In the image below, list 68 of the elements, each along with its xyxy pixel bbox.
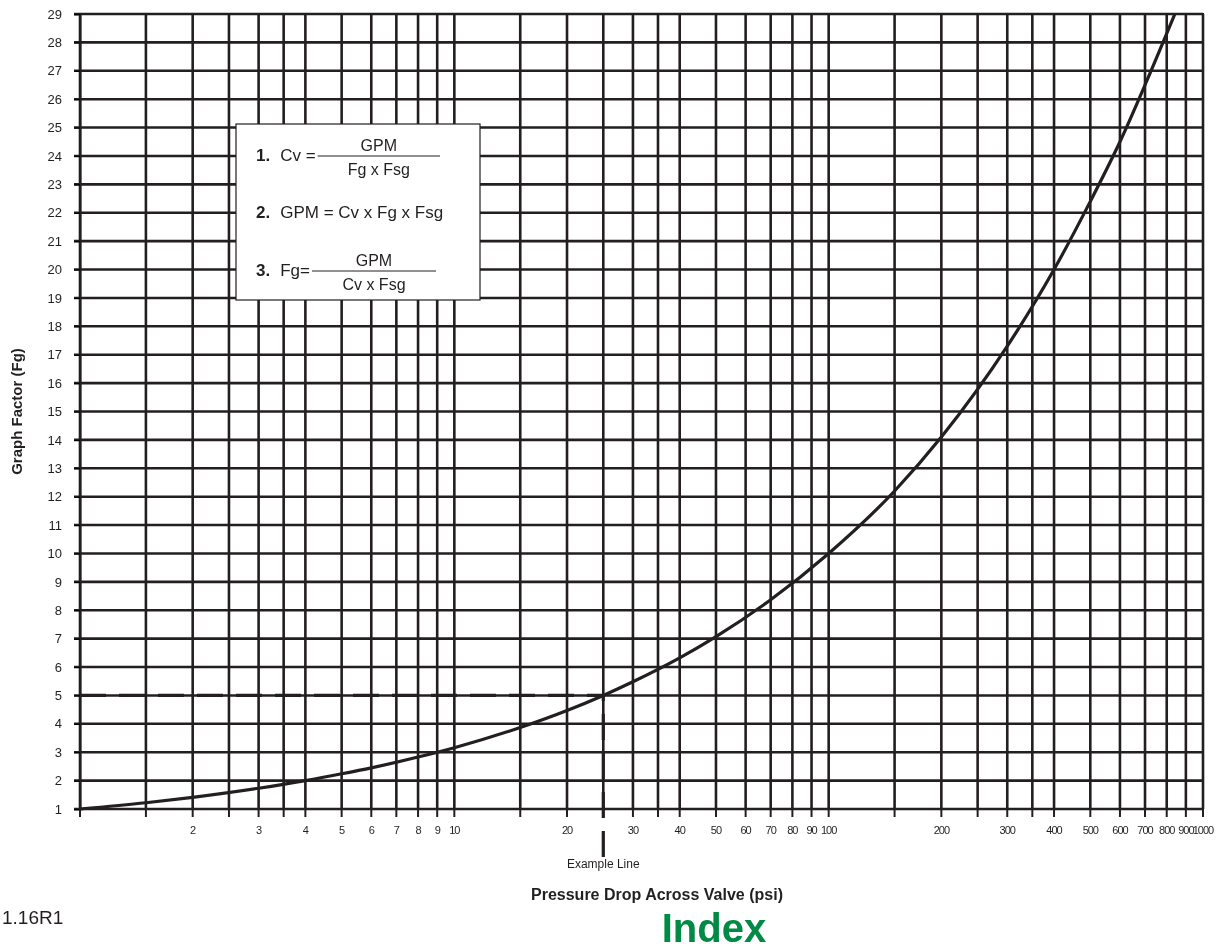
y-tick-label: 14 [47, 432, 62, 448]
y-tick-label: 6 [54, 659, 62, 675]
ref-line-label: Example Line [566, 857, 640, 871]
y-tick-label: 2 [54, 773, 62, 789]
y-tick-label: 7 [54, 631, 62, 647]
y-tick-label: 23 [47, 177, 62, 193]
annotation: GPM [355, 252, 393, 269]
x-tick-label: 7 [393, 824, 400, 836]
x-tick-label: 3 [256, 824, 263, 836]
x-tick-label: 80 [787, 824, 799, 836]
x-tick-label: 9 [434, 824, 441, 836]
x-tick-label: 500 [1082, 824, 1099, 836]
y-tick-label: 28 [47, 35, 62, 51]
y-tick-label: 3 [54, 744, 62, 760]
x-tick-label: 700 [1137, 824, 1154, 836]
y-tick-label: 10 [47, 546, 62, 562]
x-tick-label: 1000 [1192, 824, 1215, 836]
annotation: 1. Cv = [256, 146, 316, 165]
y-tick-label: 21 [47, 233, 62, 249]
annotation: Cv x Fsg [342, 276, 406, 293]
x-tick-label: 800 [1159, 824, 1176, 836]
y-tick-label: 11 [48, 517, 62, 533]
y-tick-label: 27 [47, 63, 62, 79]
y-tick-label: 18 [47, 318, 62, 334]
x-tick-label: 60 [740, 824, 752, 836]
x-tick-label: 50 [710, 824, 722, 836]
x-tick-label: 200 [933, 824, 950, 836]
y-tick-label: 12 [47, 489, 62, 505]
x-tick-label: 400 [1046, 824, 1063, 836]
annotation: 3. Fg= [256, 261, 311, 280]
x-axis-title: Pressure Drop Across Valve (psi) [531, 886, 783, 903]
y-tick-label: 25 [47, 120, 62, 136]
annotation: 2. GPM = Cv x Fg x Fsg [256, 203, 444, 222]
annotation: GPM [360, 137, 398, 154]
y-tick-label: 20 [47, 262, 62, 278]
x-tick-label: 40 [674, 824, 686, 836]
y-tick-label: 19 [47, 290, 62, 306]
x-tick-label: 300 [999, 824, 1016, 836]
x-tick-label: 4 [302, 824, 309, 836]
y-tick-label: 17 [47, 347, 62, 363]
x-tick-label: 5 [339, 824, 346, 836]
x-tick-label: 600 [1112, 824, 1129, 836]
y-tick-label: 16 [47, 375, 62, 391]
y-tick-label: 29 [47, 6, 62, 22]
x-tick-label: 8 [415, 824, 422, 836]
x-tick-label: 900 [1178, 824, 1195, 836]
y-axis-title: Graph Factor (Fg) [8, 348, 25, 475]
y-tick-label: 22 [47, 205, 62, 221]
text: 1.16R1 [2, 907, 64, 928]
y-tick-label: 24 [47, 148, 62, 164]
x-tick-label: 90 [806, 824, 818, 836]
y-tick-label: 8 [54, 602, 62, 618]
x-tick-label: 70 [765, 824, 777, 836]
y-tick-label: 5 [54, 688, 62, 704]
x-tick-label: 10 [449, 824, 461, 836]
y-tick-label: 1 [54, 801, 62, 817]
text: Index [661, 906, 767, 947]
y-tick-label: 15 [47, 404, 62, 420]
x-tick-label: 100 [820, 824, 838, 836]
y-tick-label: 4 [54, 716, 62, 732]
y-tick-label: 9 [54, 574, 62, 590]
x-tick-label: 30 [627, 824, 639, 836]
y-tick-label: 26 [47, 91, 62, 107]
annotation: Fg x Fsg [347, 161, 410, 178]
x-tick-label: 20 [561, 824, 574, 836]
x-tick-label: 2 [190, 824, 197, 836]
y-tick-label: 13 [47, 460, 62, 476]
x-tick-label: 6 [368, 824, 375, 836]
